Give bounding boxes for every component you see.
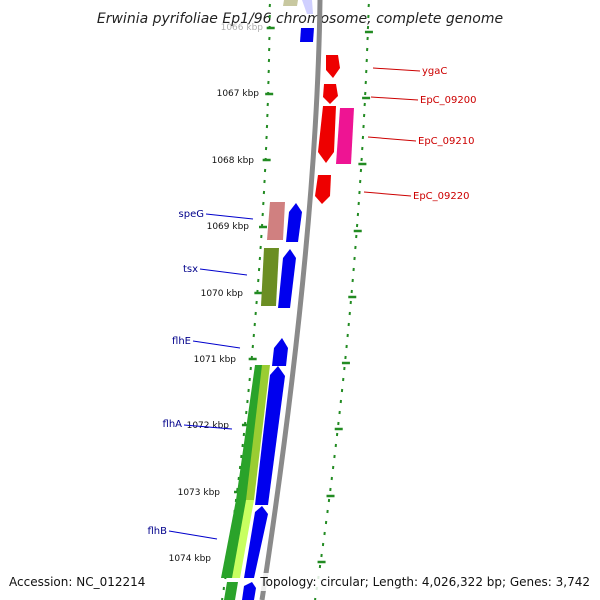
leader-line bbox=[199, 268, 248, 276]
feature-tsx-left bbox=[261, 248, 279, 306]
feature-track-outer-right bbox=[315, 55, 354, 204]
feature-partial-top-blue bbox=[302, 0, 313, 14]
leader-line bbox=[192, 340, 241, 349]
scale-label: 1069 kbp bbox=[207, 222, 250, 232]
gene-label-flhB: flhB bbox=[148, 526, 168, 537]
feature-ygaC-arrow bbox=[326, 55, 340, 78]
footer-summary-bg bbox=[258, 573, 594, 591]
leader-line bbox=[183, 424, 233, 430]
leader-line bbox=[205, 213, 254, 220]
gene-label-EpC_09200: EpC_09200 bbox=[420, 95, 476, 106]
guide-tracks bbox=[221, 3, 373, 600]
leader-line bbox=[367, 136, 417, 142]
feature-speG-right-arrow bbox=[286, 203, 302, 242]
feature-speG-left bbox=[267, 202, 285, 240]
feature-flhE-arrow bbox=[272, 338, 288, 366]
leader-line bbox=[370, 96, 419, 101]
leader-line bbox=[372, 67, 421, 72]
scale-label: 1066 kbp bbox=[221, 23, 264, 33]
scale-label: 1068 kbp bbox=[212, 156, 255, 166]
gene-label-speG: speG bbox=[179, 209, 204, 220]
scale-label: 1074 kbp bbox=[169, 554, 212, 564]
leader-line bbox=[168, 530, 218, 540]
gene-label-flhE: flhE bbox=[172, 336, 191, 347]
feature-bottom-green bbox=[224, 582, 238, 600]
feature-track-outer-left bbox=[221, 0, 314, 600]
feature-partial-top-blue-2 bbox=[300, 28, 314, 42]
feature-EpC_09220-arrow bbox=[315, 175, 331, 204]
footer-summary: Topology: circular; Length: 4,026,322 bp… bbox=[259, 575, 590, 589]
feature-EpC_09200-arrow bbox=[323, 84, 338, 104]
scale-label: 1072 kbp bbox=[187, 421, 230, 431]
map-title: Erwinia pyrifoliae Ep1/96 chromosome, co… bbox=[97, 11, 503, 27]
feature-flhA-blue-arrow bbox=[255, 366, 285, 505]
gene-label-tsx: tsx bbox=[183, 264, 198, 275]
feature-flhA-lightgreen bbox=[246, 365, 270, 500]
feature-EpC_09210-magenta bbox=[336, 108, 354, 164]
feature-partial-top-olive bbox=[283, 0, 298, 6]
chromosome-backbone bbox=[259, 0, 323, 600]
scale-label: 1070 kbp bbox=[201, 289, 244, 299]
feature-flhB-lightgreen bbox=[232, 500, 254, 578]
feature-EpC_09210-arrow bbox=[318, 106, 336, 163]
feature-bottom-blue bbox=[242, 582, 256, 600]
gene-label-ygaC: ygaC bbox=[422, 66, 447, 77]
feature-flhB-green bbox=[221, 500, 248, 578]
gene-labels-right: ygaC EpC_09200 EpC_09210 EpC_09220 bbox=[363, 66, 476, 202]
gene-label-flhA: flhA bbox=[163, 419, 183, 430]
footer-accession: Accession: NC_012214 bbox=[9, 575, 145, 589]
scale-label: 1067 kbp bbox=[217, 89, 260, 99]
feature-tsx-right-arrow bbox=[278, 249, 296, 308]
scale-labels: 1066 kbp 1067 kbp 1068 kbp 1069 kbp 1070… bbox=[169, 23, 264, 564]
gene-labels-left: speG tsx flhE flhA flhB bbox=[148, 209, 254, 540]
feature-flhB-blue-arrow bbox=[244, 506, 268, 578]
leader-line bbox=[363, 191, 412, 197]
gene-label-EpC_09210: EpC_09210 bbox=[418, 136, 474, 147]
scale-label: 1073 kbp bbox=[178, 488, 221, 498]
gene-label-EpC_09220: EpC_09220 bbox=[413, 191, 469, 202]
scale-label: 1071 kbp bbox=[194, 355, 237, 365]
